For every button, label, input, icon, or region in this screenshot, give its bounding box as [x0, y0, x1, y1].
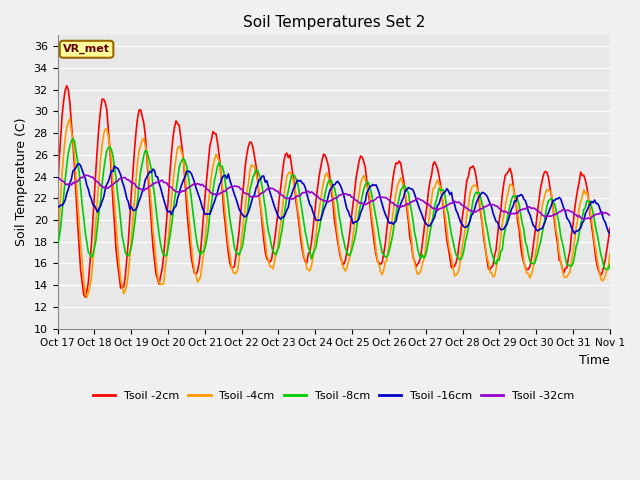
Tsoil -4cm	[240, 218, 248, 224]
Tsoil -2cm	[63, 83, 70, 89]
Tsoil -32cm	[54, 174, 61, 180]
Y-axis label: Soil Temperature (C): Soil Temperature (C)	[15, 118, 28, 246]
Tsoil -8cm	[606, 262, 614, 268]
Tsoil -16cm	[238, 211, 246, 217]
Legend: Tsoil -2cm, Tsoil -4cm, Tsoil -8cm, Tsoil -16cm, Tsoil -32cm: Tsoil -2cm, Tsoil -4cm, Tsoil -8cm, Tsoi…	[89, 386, 579, 405]
Tsoil -4cm	[124, 271, 132, 276]
Tsoil -16cm	[54, 204, 61, 210]
Tsoil -32cm	[238, 187, 246, 192]
Tsoil -32cm	[297, 192, 305, 198]
Tsoil -4cm	[54, 241, 61, 247]
Title: Soil Temperatures Set 2: Soil Temperatures Set 2	[243, 15, 425, 30]
Tsoil -32cm	[580, 216, 588, 222]
Line: Tsoil -8cm: Tsoil -8cm	[58, 139, 610, 269]
Tsoil -8cm	[69, 136, 77, 142]
Text: VR_met: VR_met	[63, 44, 110, 54]
Tsoil -2cm	[124, 239, 132, 244]
Tsoil -2cm	[298, 246, 306, 252]
Tsoil -32cm	[577, 215, 584, 220]
Tsoil -16cm	[248, 199, 255, 205]
Tsoil -32cm	[606, 212, 614, 218]
Tsoil -16cm	[297, 178, 305, 183]
Tsoil -4cm	[66, 116, 74, 121]
Tsoil -16cm	[76, 161, 83, 167]
Line: Tsoil -32cm: Tsoil -32cm	[58, 175, 610, 219]
Tsoil -4cm	[83, 295, 91, 300]
X-axis label: Time: Time	[579, 354, 610, 367]
Tsoil -32cm	[220, 188, 228, 194]
Line: Tsoil -4cm: Tsoil -4cm	[58, 119, 610, 298]
Tsoil -2cm	[54, 190, 61, 196]
Tsoil -8cm	[577, 222, 584, 228]
Tsoil -8cm	[54, 243, 61, 249]
Tsoil -4cm	[249, 163, 257, 169]
Tsoil -8cm	[603, 266, 611, 272]
Tsoil -2cm	[81, 294, 89, 300]
Tsoil -16cm	[123, 195, 131, 201]
Tsoil -16cm	[220, 173, 228, 179]
Tsoil -16cm	[606, 231, 614, 237]
Tsoil -2cm	[240, 181, 248, 187]
Tsoil -2cm	[221, 222, 229, 228]
Tsoil -32cm	[248, 194, 255, 200]
Tsoil -8cm	[238, 245, 246, 251]
Tsoil -32cm	[81, 172, 89, 178]
Tsoil -4cm	[579, 194, 586, 200]
Tsoil -8cm	[297, 199, 305, 204]
Line: Tsoil -16cm: Tsoil -16cm	[58, 164, 610, 234]
Tsoil -2cm	[579, 173, 586, 179]
Tsoil -32cm	[123, 177, 131, 182]
Tsoil -16cm	[571, 231, 579, 237]
Tsoil -8cm	[123, 252, 131, 258]
Tsoil -2cm	[249, 144, 257, 150]
Tsoil -8cm	[220, 169, 228, 175]
Tsoil -4cm	[606, 251, 614, 257]
Tsoil -8cm	[248, 181, 255, 187]
Tsoil -4cm	[221, 211, 229, 217]
Line: Tsoil -2cm: Tsoil -2cm	[58, 86, 610, 297]
Tsoil -16cm	[579, 220, 586, 226]
Tsoil -4cm	[298, 240, 306, 245]
Tsoil -2cm	[606, 225, 614, 231]
